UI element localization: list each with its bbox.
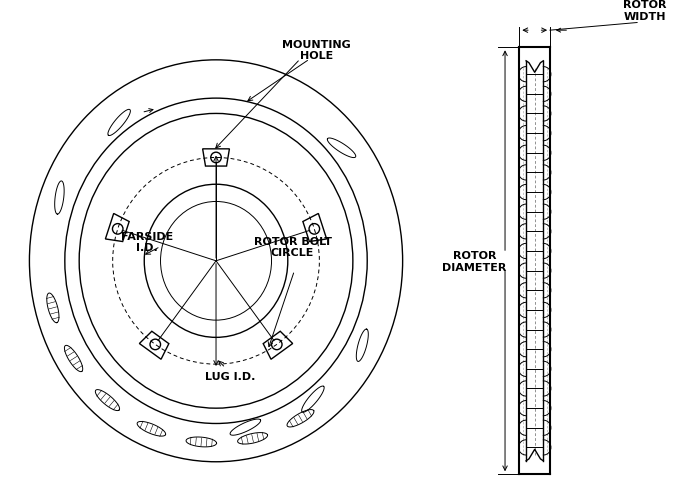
Text: ROTOR
DIAMETER: ROTOR DIAMETER xyxy=(442,250,507,272)
Text: ROTOR
WIDTH: ROTOR WIDTH xyxy=(623,0,666,22)
Text: MOUNTING
HOLE: MOUNTING HOLE xyxy=(282,40,351,61)
Text: LUG I.D.: LUG I.D. xyxy=(205,371,256,381)
Text: ROTOR BOLT
CIRCLE: ROTOR BOLT CIRCLE xyxy=(253,236,332,258)
Text: FARSIDE
I.D.: FARSIDE I.D. xyxy=(121,231,173,253)
